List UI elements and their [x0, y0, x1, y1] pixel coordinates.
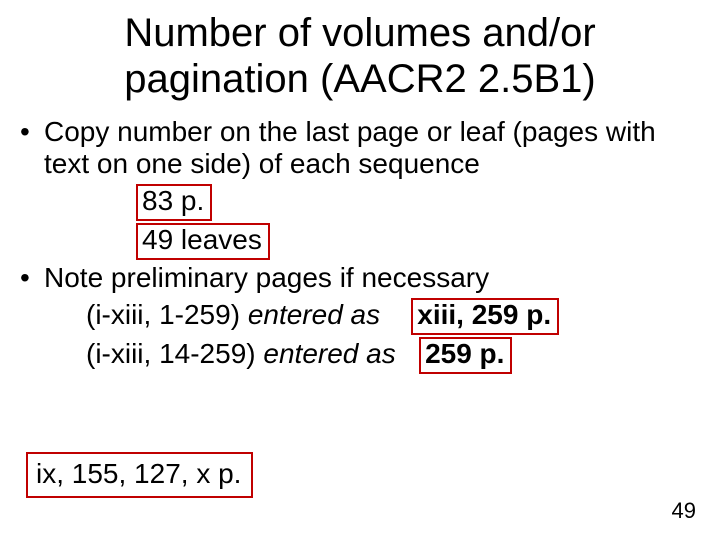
entered-line-1-prefix: (i-xiii, 1-259)	[86, 299, 248, 330]
bullet-2-text: Note preliminary pages if necessary	[44, 262, 704, 294]
example-1-row: 83 p.	[136, 184, 704, 221]
bottom-example-box: ix, 155, 127, x p.	[26, 452, 253, 498]
example-2-row: 49 leaves	[136, 223, 704, 260]
page-number: 49	[672, 498, 696, 524]
entered-as-2: entered as	[263, 338, 395, 369]
example-1-box: 83 p.	[136, 184, 212, 221]
bullet-1: • Copy number on the last page or leaf (…	[16, 116, 704, 180]
entered-line-2-prefix: (i-xiii, 14-259)	[86, 338, 263, 369]
example-2-box: 49 leaves	[136, 223, 270, 260]
entered-line-1-result: xiii, 259 p.	[411, 298, 559, 335]
bullet-dot: •	[16, 262, 44, 294]
slide-body: • Copy number on the last page or leaf (…	[0, 116, 720, 374]
slide-title: Number of volumes and/or pagination (AAC…	[0, 0, 720, 102]
entered-line-2-result: 259 p.	[419, 337, 512, 374]
entered-line-2: (i-xiii, 14-259) entered as 259 p.	[86, 337, 704, 374]
entered-line-1: (i-xiii, 1-259) entered as xiii, 259 p.	[86, 298, 704, 335]
bullet-dot: •	[16, 116, 44, 148]
title-line-2: pagination (AACR2 2.5B1)	[124, 57, 595, 101]
bullet-2: • Note preliminary pages if necessary	[16, 262, 704, 294]
title-line-1: Number of volumes and/or	[124, 11, 595, 55]
slide: Number of volumes and/or pagination (AAC…	[0, 0, 720, 540]
bullet-1-text: Copy number on the last page or leaf (pa…	[44, 116, 704, 180]
entered-as-1: entered as	[248, 299, 380, 330]
